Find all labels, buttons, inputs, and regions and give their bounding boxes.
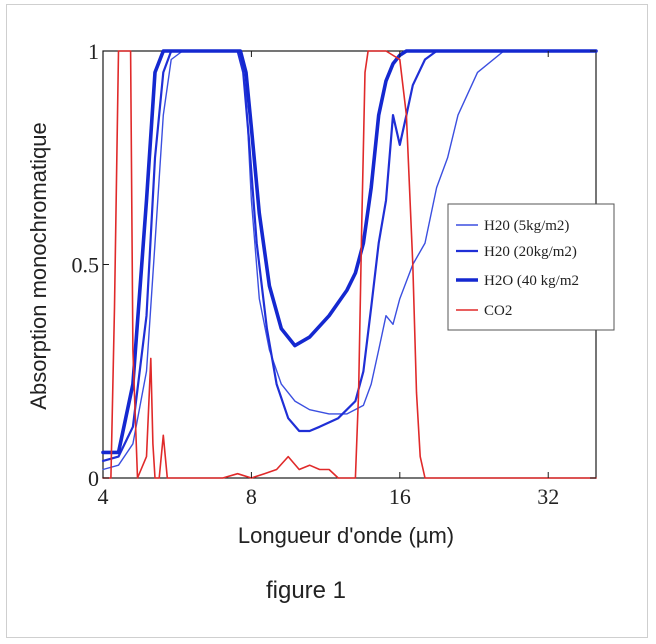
x-tick-label: 4 (98, 484, 109, 509)
legend-label: H20 (20kg/m2) (484, 244, 577, 260)
legend: H20 (5kg/m2) H20 (20kg/m2) H2O (40 kg/m2 CO… (447, 203, 615, 331)
legend-label: H20 (5kg/m2) (484, 218, 569, 234)
series-line-0 (102, 50, 597, 471)
series-line-2 (101, 49, 598, 455)
legend-label: H2O (40 kg/m2 (484, 273, 579, 289)
y-tick-label: 0.5 (72, 253, 100, 278)
figure-caption: figure 1 (266, 577, 346, 604)
x-tick-label: 8 (246, 484, 257, 509)
series-line-1 (101, 49, 598, 462)
legend-label: CO2 (484, 303, 512, 319)
series-line-3 (102, 50, 597, 479)
y-tick-label: 0 (88, 466, 99, 491)
y-tick-label: 1 (88, 39, 99, 64)
series-layer (101, 49, 598, 479)
x-tick-label: 16 (389, 484, 411, 509)
x-axis-title: Longueur d'onde (µm) (238, 523, 454, 548)
y-axis-title: Absorption monochromatique (26, 122, 51, 409)
ticks-layer: 4 8 16 32 0 0.5 1 (72, 39, 596, 509)
x-tick-label: 32 (537, 484, 559, 509)
